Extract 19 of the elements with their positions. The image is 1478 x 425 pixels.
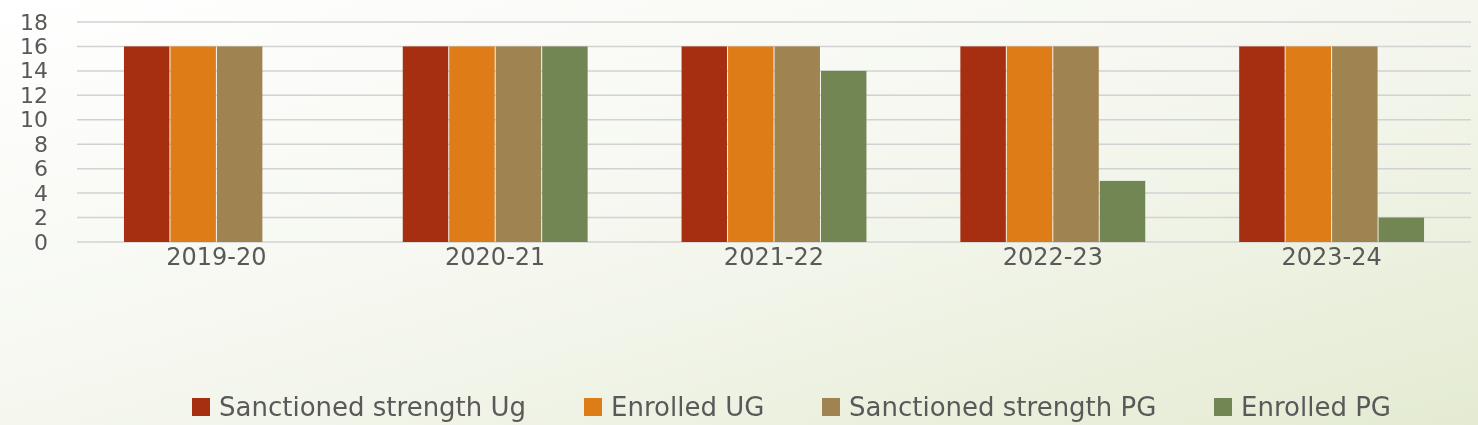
y-tick-label: 6 xyxy=(34,156,48,182)
x-tick-label: 2020-21 xyxy=(445,243,546,271)
x-tick-label: 2019-20 xyxy=(166,243,267,271)
x-tick-label: 2021-22 xyxy=(723,243,825,271)
legend-label: Sanctioned strength Ug xyxy=(219,392,527,422)
y-tick-label: 2 xyxy=(34,205,48,231)
legend-label: Sanctioned strength PG xyxy=(849,392,1157,422)
x-tick-label: 2022-23 xyxy=(1002,243,1103,271)
x-tick-label: 2023-24 xyxy=(1281,243,1382,271)
y-tick-label: 14 xyxy=(20,58,48,84)
y-tick-label: 12 xyxy=(20,82,48,108)
legend-label: Enrolled UG xyxy=(611,392,765,422)
y-tick-label: 0 xyxy=(34,229,48,255)
y-tick-label: 8 xyxy=(34,131,48,157)
y-tick-label: 18 xyxy=(20,9,48,35)
legend-label: Enrolled PG xyxy=(1241,392,1391,422)
y-tick-label: 16 xyxy=(20,33,48,59)
y-tick-label: 4 xyxy=(34,180,48,206)
y-tick-label: 10 xyxy=(20,107,48,133)
